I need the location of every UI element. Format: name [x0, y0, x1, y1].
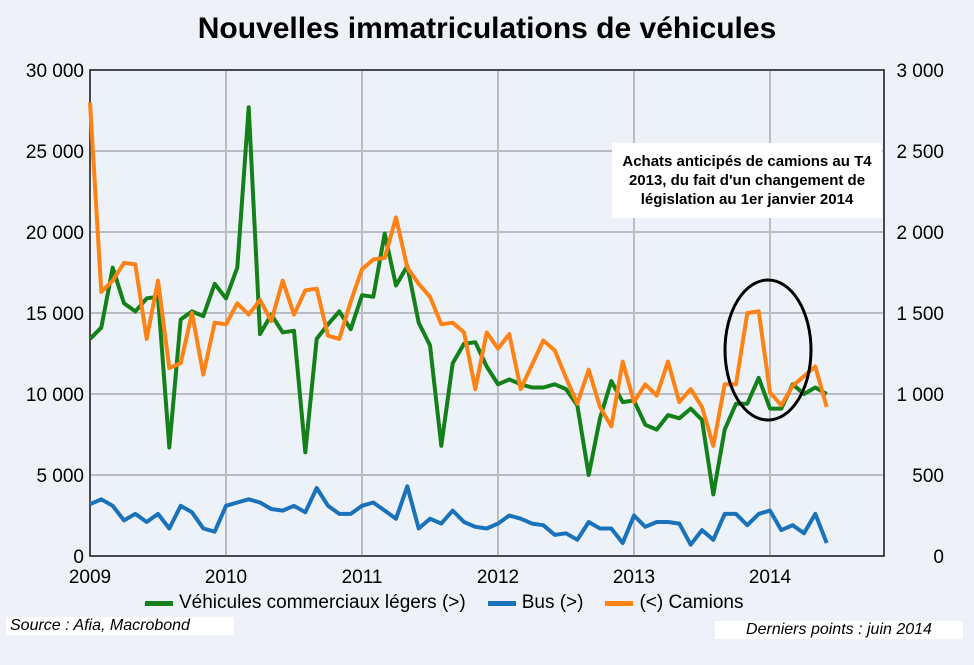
x-tick-label: 2014	[749, 567, 792, 588]
legend-item-camions: (<) Camions	[605, 592, 743, 614]
legend-label: Bus (>)	[521, 592, 584, 613]
last-points-note: Derniers points : juin 2014	[715, 621, 963, 639]
y-left-tick-label: 30 000	[26, 61, 84, 82]
series-line-2	[88, 102, 829, 448]
y-right-tick-label: 3 000	[896, 61, 944, 82]
legend-label: Véhicules commerciaux légers (>)	[179, 592, 466, 613]
source-note: Source : Afia, Macrobond	[6, 617, 234, 635]
x-tick-label: 2013	[613, 567, 655, 588]
legend: Véhicules commerciaux légers (>) Bus (>)…	[145, 592, 743, 614]
series-line-1	[89, 484, 829, 547]
y-left-tick-label: 25 000	[26, 142, 84, 163]
series-line-0	[88, 105, 828, 497]
y-left-tick-label: 10 000	[26, 385, 84, 406]
x-tick-label: 2009	[69, 567, 111, 588]
y-right-tick-label: 1 500	[896, 304, 944, 325]
legend-swatch	[605, 600, 634, 606]
y-left-tick-label: 20 000	[26, 223, 84, 244]
legend-item-vul: Véhicules commerciaux légers (>)	[145, 592, 466, 614]
legend-label: (<) Camions	[639, 592, 744, 613]
y-right-tick-label: 0	[933, 547, 944, 568]
y-right-tick-label: 2 000	[896, 223, 944, 244]
legend-swatch	[145, 600, 173, 606]
y-right-tick-label: 1 000	[896, 385, 944, 406]
annotation-box: Achats anticipés de camions au T4 2013, …	[612, 143, 882, 218]
legend-swatch	[487, 600, 516, 606]
y-left-tick-label: 5 000	[36, 466, 84, 487]
y-left-tick-label: 0	[73, 547, 84, 568]
x-tick-label: 2011	[342, 567, 383, 588]
plot-border	[89, 69, 885, 557]
y-left-tick-label: 15 000	[26, 304, 84, 325]
x-tick-label: 2012	[477, 567, 519, 588]
y-right-tick-label: 500	[912, 466, 944, 487]
legend-item-bus: Bus (>)	[487, 592, 584, 614]
x-tick-label: 2010	[205, 567, 247, 588]
chart-title: Nouvelles immatriculations de véhicules	[197, 12, 777, 45]
y-right-tick-label: 2 500	[896, 142, 944, 163]
highlight-ellipse	[723, 278, 813, 422]
